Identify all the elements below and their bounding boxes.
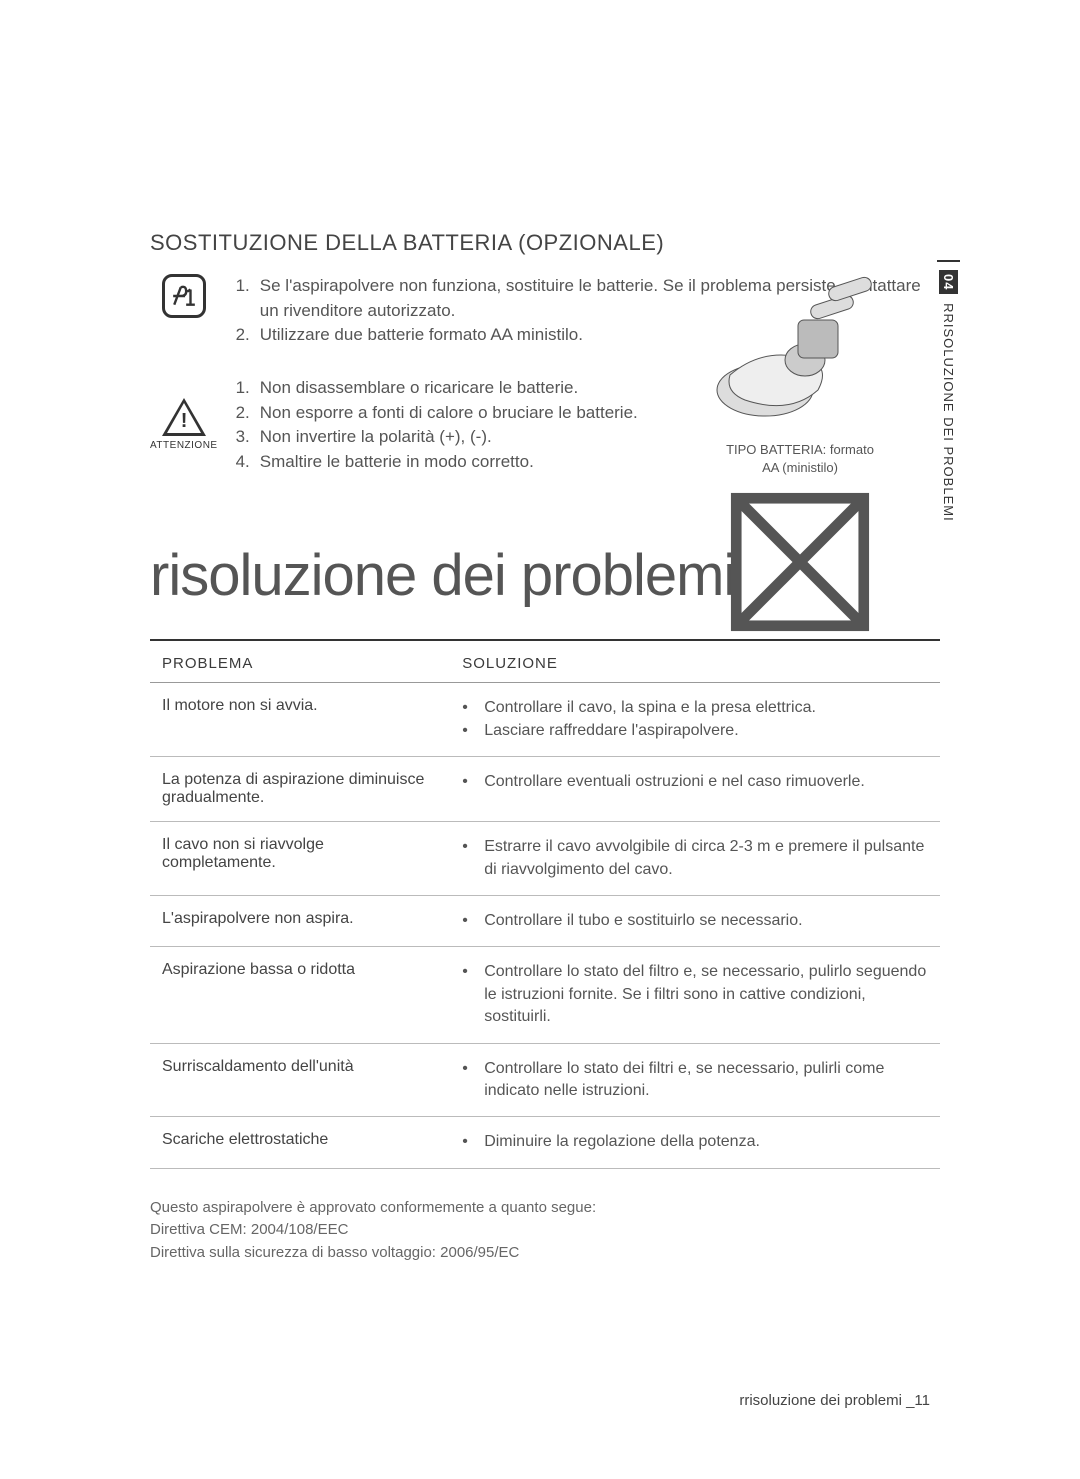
- icon-column: ! ATTENZIONE: [150, 274, 218, 502]
- warning-triangle-icon: !: [162, 398, 206, 436]
- table-row: Il cavo non si riavvolge completamente. •…: [150, 822, 940, 896]
- problem-cell: Scariche elettrostatiche: [150, 1117, 450, 1168]
- footnotes: Questo aspirapolvere è approvato conform…: [150, 1197, 940, 1265]
- problem-cell: Surriscaldamento dell'unità: [150, 1043, 450, 1117]
- table-row: Aspirazione bassa o ridotta•Controllare …: [150, 947, 940, 1043]
- solution-item: •Controllare il tubo e sostituirlo se ne…: [462, 910, 928, 932]
- solution-item: •Controllare lo stato dei filtri e, se n…: [462, 1058, 928, 1103]
- info-icon: [162, 274, 206, 318]
- problem-cell: Il motore non si avvia.: [150, 683, 450, 757]
- solution-cell: •Estrarre il cavo avvolgibile di circa 2…: [450, 822, 940, 896]
- side-tab-text: RRISOLUZIONE DEI PROBLEMI: [941, 303, 956, 522]
- warn-bullet: Smaltire le batterie in modo corretto.: [260, 450, 534, 475]
- solution-cell: •Controllare lo stato del filtro e, se n…: [450, 947, 940, 1043]
- problem-cell: L'aspirapolvere non aspira.: [150, 896, 450, 947]
- footnote-line: Questo aspirapolvere è approvato conform…: [150, 1197, 940, 1220]
- troubleshoot-table: PROBLEMA SOLUZIONE Il motore non si avvi…: [150, 639, 940, 1168]
- problem-cell: Il cavo non si riavvolge completamente.: [150, 822, 450, 896]
- solution-item: •Lasciare raffreddare l'aspirapolvere.: [462, 720, 928, 742]
- warning-icon-wrap: ! ATTENZIONE: [150, 398, 218, 451]
- table-row: Surriscaldamento dell'unità •Controllare …: [150, 1043, 940, 1117]
- table-row: Il motore non si avvia. •Controllare il c…: [150, 683, 940, 757]
- warn-bullet: Non disassemblare o ricaricare le batter…: [260, 376, 578, 401]
- solution-item: •Controllare eventuali ostruzioni e nel …: [462, 771, 928, 793]
- battery-illustration: TIPO BATTERIA: formato AA (ministilo): [710, 260, 890, 650]
- section-heading: SOSTITUZIONE DELLA BATTERIA (OPZIONALE): [150, 230, 940, 256]
- warn-bullet: Non esporre a fonti di calore o bruciare…: [260, 401, 638, 426]
- footnote-line: Direttiva sulla sicurezza di basso volta…: [150, 1242, 940, 1265]
- solution-cell: •Controllare il cavo, la spina e la pres…: [450, 683, 940, 757]
- document-page: 04 RRISOLUZIONE DEI PROBLEMI SOSTITUZION…: [0, 0, 1080, 1324]
- solution-item: •Controllare lo stato del filtro e, se n…: [462, 961, 928, 1028]
- footnote-line: Direttiva CEM: 2004/108/EEC: [150, 1219, 940, 1242]
- side-tab-number: 04: [939, 270, 958, 294]
- table-row: La potenza di aspirazione diminuisce gra…: [150, 757, 940, 822]
- illustration-caption: TIPO BATTERIA: formato AA (ministilo): [710, 441, 890, 650]
- warning-label: ATTENZIONE: [150, 440, 218, 451]
- solution-item: •Diminuire la regolazione della potenza.: [462, 1131, 928, 1153]
- solution-item: •Controllare il cavo, la spina e la pres…: [462, 697, 928, 719]
- problem-cell: Aspirazione bassa o ridotta: [150, 947, 450, 1043]
- solution-item: •Estrarre il cavo avvolgibile di circa 2…: [462, 836, 928, 881]
- page-footer: rrisoluzione dei problemi _11: [739, 1392, 930, 1409]
- solution-cell: •Controllare il tubo e sostituirlo se ne…: [450, 896, 940, 947]
- solution-cell: •Controllare lo stato dei filtri e, se n…: [450, 1043, 940, 1117]
- solution-cell: •Controllare eventuali ostruzioni e nel …: [450, 757, 940, 822]
- info-bullet: Utilizzare due batterie formato AA minis…: [260, 323, 583, 348]
- solution-cell: •Diminuire la regolazione della potenza.: [450, 1117, 940, 1168]
- warn-bullet: Non invertire la polarità (+), (-).: [260, 425, 492, 450]
- problem-cell: La potenza di aspirazione diminuisce gra…: [150, 757, 450, 822]
- table-row: Scariche elettrostatiche •Diminuire la re…: [150, 1117, 940, 1168]
- side-tab: 04 RRISOLUZIONE DEI PROBLEMI: [937, 260, 960, 530]
- col-problem: PROBLEMA: [150, 640, 450, 683]
- table-row: L'aspirapolvere non aspira. •Controllare …: [150, 896, 940, 947]
